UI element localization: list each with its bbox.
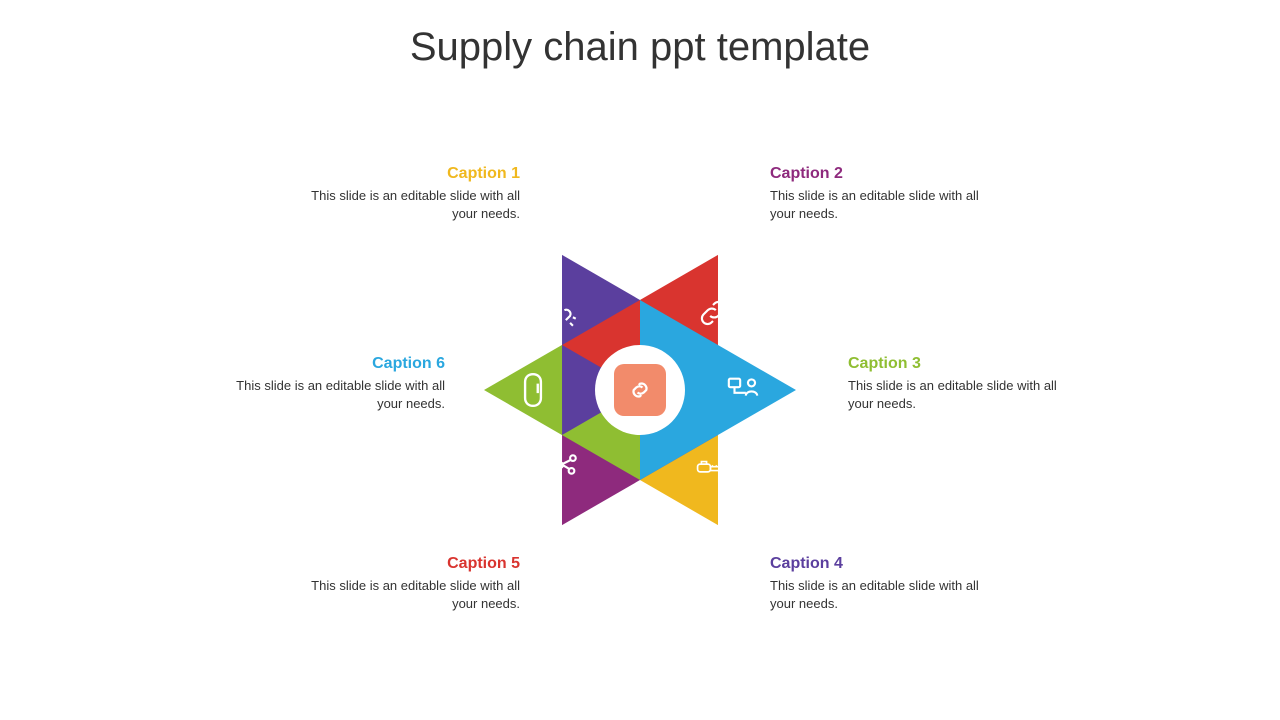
network-nodes-icon bbox=[545, 450, 581, 486]
caption-3-title: Caption 3 bbox=[848, 355, 1068, 373]
caption-1-body: This slide is an editable slide with all… bbox=[300, 187, 520, 223]
caption-6-body: This slide is an editable slide with all… bbox=[225, 377, 445, 413]
link-badge-icon bbox=[614, 364, 666, 416]
caption-1: Caption 1 This slide is an editable slid… bbox=[300, 165, 520, 223]
caption-4: Caption 4 This slide is an editable slid… bbox=[770, 555, 990, 613]
caption-1-title: Caption 1 bbox=[300, 165, 520, 183]
caption-3-body: This slide is an editable slide with all… bbox=[848, 377, 1068, 413]
caption-6-title: Caption 6 bbox=[225, 355, 445, 373]
caption-3: Caption 3 This slide is an editable slid… bbox=[848, 355, 1068, 413]
chainsaw-icon bbox=[695, 450, 731, 486]
chain-link-icon bbox=[695, 295, 731, 331]
slide-title: Supply chain ppt template bbox=[0, 25, 1280, 70]
caption-4-body: This slide is an editable slide with all… bbox=[770, 577, 990, 613]
center-circle bbox=[595, 345, 685, 435]
caption-2-body: This slide is an editable slide with all… bbox=[770, 187, 990, 223]
carabiner-icon bbox=[515, 372, 551, 408]
caption-6: Caption 6 This slide is an editable slid… bbox=[225, 355, 445, 413]
caption-5-body: This slide is an editable slide with all… bbox=[300, 577, 520, 613]
caption-4-title: Caption 4 bbox=[770, 555, 990, 573]
caption-2-title: Caption 2 bbox=[770, 165, 990, 183]
person-network-icon bbox=[725, 372, 761, 408]
caption-2: Caption 2 This slide is an editable slid… bbox=[770, 165, 990, 223]
broken-link-icon bbox=[545, 295, 581, 331]
caption-5: Caption 5 This slide is an editable slid… bbox=[300, 555, 520, 613]
caption-5-title: Caption 5 bbox=[300, 555, 520, 573]
hexagon-diagram bbox=[460, 210, 820, 570]
